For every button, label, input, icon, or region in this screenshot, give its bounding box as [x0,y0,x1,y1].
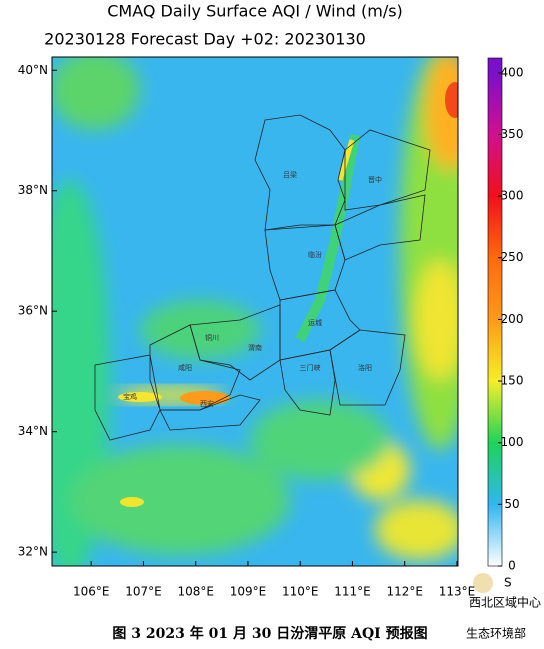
city-label: 宝鸡 [123,392,137,401]
city-label: 晋中 [368,175,382,184]
y-tick-label: 40°N [18,63,48,77]
x-tick-label: 106°E [73,585,110,599]
colorbar [487,57,503,567]
watermark: 生态环境部 [466,626,526,641]
boundaries [94,114,431,441]
colorbar-tick-label: 100 [501,435,524,449]
x-tick-label: 109°E [230,585,267,599]
logo-icon [473,573,493,593]
x-tick-label: 112°E [386,585,423,599]
city-label: 三门峡 [300,363,321,372]
y-tick-label: 38°N [18,183,48,197]
subtitle: 20230128 Forecast Day +02: 20230130 [44,30,366,49]
x-tick-label: 110°E [282,585,319,599]
colorbar-tick-label: 350 [501,127,524,141]
colorbar-tick-label: 300 [501,189,524,203]
city-label: 咸阳 [178,363,192,372]
x-tick-label: 113°E [439,585,476,599]
logo-mark: S [504,576,512,590]
colorbar-tick-label: 50 [504,497,519,511]
colorbar-tick-label: 150 [501,374,524,388]
city-label: 洛阳 [358,363,372,372]
title: CMAQ Daily Surface AQI / Wind (m/s) [107,2,403,21]
colorbar-tick-label: 400 [501,65,524,79]
city-label: 吕梁 [283,170,297,179]
city-label: 渭南 [248,343,262,352]
y-tick-label: 36°N [18,304,48,318]
x-tick-label: 111°E [334,585,371,599]
city-label: 临汾 [308,250,322,259]
city-label: 运城 [308,319,322,327]
x-tick-label: 107°E [125,585,162,599]
y-tick-label: 34°N [18,424,48,438]
caption: 图 3 2023 年 01 月 30 日汾渭平原 AQI 预报图 [112,625,427,642]
y-tick-label: 32°N [18,545,48,559]
logo-text: 西北区域中心 [469,595,541,610]
city-label: 铜川 [205,333,219,342]
aqi-field [52,57,458,566]
colorbar-tick-label: 0 [508,559,516,573]
colorbar-tick-label: 200 [501,312,524,326]
city-label: 西安 [200,399,214,408]
x-tick-label: 108°E [177,585,214,599]
colorbar-tick-label: 250 [501,250,524,264]
